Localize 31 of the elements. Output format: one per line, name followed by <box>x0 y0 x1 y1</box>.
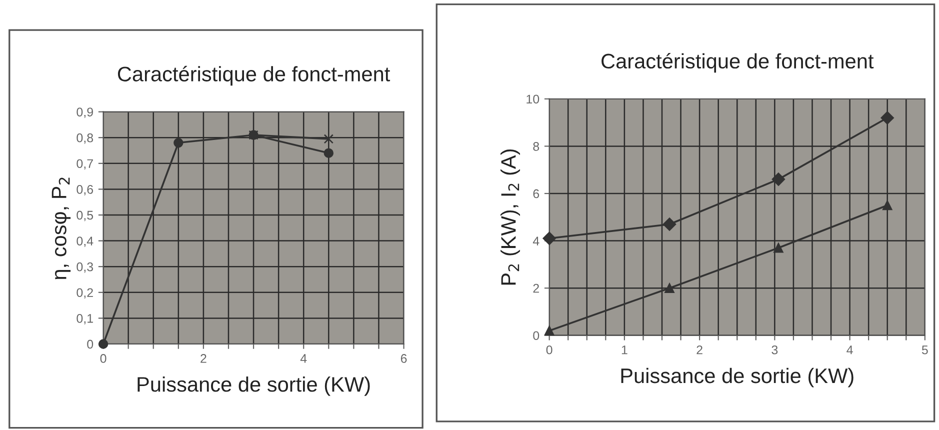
chart-title: Caractéristique de fonct-ment <box>118 66 390 86</box>
y-axis-title: P$_{2}$ (KW), I$_{2}$ (A) <box>500 149 520 285</box>
y-tick-label: 8 <box>533 142 540 151</box>
y-tick-label: 4 <box>532 236 540 246</box>
y-tick-label: 0,2 <box>76 288 93 299</box>
y-tick-label: 0,3 <box>76 262 94 273</box>
y-tick-label: 0,5 <box>76 210 94 222</box>
x-tick-label: 2 <box>200 354 206 363</box>
x-tick-label: 5 <box>922 346 928 354</box>
y-tick-label: 0 <box>533 331 540 340</box>
x-axis-title: Puissance de sortie (KW) <box>621 368 854 388</box>
x-tick-label: 1 <box>622 346 628 354</box>
y-tick-label: 0,6 <box>76 185 94 196</box>
y-tick-label: 10 <box>526 94 540 104</box>
x-axis-title: Puissance de sortie (KW) <box>138 376 370 396</box>
x-tick-label: 4 <box>846 346 853 354</box>
y-tick-label: 6 <box>533 189 540 198</box>
y-tick-label: 0,7 <box>76 159 93 170</box>
x-tick-label: 4 <box>300 354 307 363</box>
x-tick-label: 2 <box>696 345 702 354</box>
y-tick-label: 0,1 <box>76 314 93 324</box>
x-tick-label: 0 <box>546 345 552 354</box>
y-tick-label: 0,9 <box>76 108 93 118</box>
y-axis-title: η, cosφ, P$_{2}$ <box>52 178 71 280</box>
x-tick-label: 3 <box>772 345 778 354</box>
y-tick-label: 0,4 <box>76 236 94 247</box>
chart-title: Caractéristique de fonct-ment <box>602 53 874 73</box>
x-tick-label: 0 <box>100 354 106 363</box>
y-tick-label: 2 <box>533 284 539 293</box>
y-tick-label: 0,8 <box>76 133 94 144</box>
x-tick-label: 6 <box>400 354 407 363</box>
